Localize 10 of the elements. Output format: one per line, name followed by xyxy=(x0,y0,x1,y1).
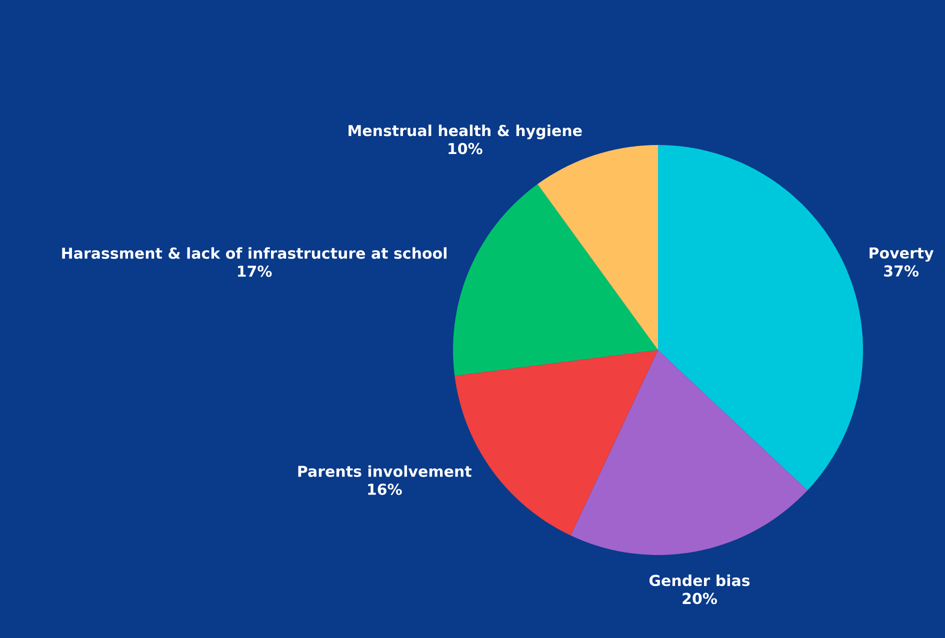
slice-label: Poverty xyxy=(870,248,934,262)
data-label: 37% xyxy=(884,265,919,277)
slice-label: Harassment & lack of infrastructure at school xyxy=(62,247,446,259)
data-label: 16% xyxy=(368,484,402,495)
data-label: 20% xyxy=(682,592,717,604)
slice-label: Gender bias xyxy=(649,574,750,586)
slice-label: Parents involvement xyxy=(298,465,472,477)
data-label: 17% xyxy=(238,266,272,277)
data-label: 10% xyxy=(448,142,482,154)
slice-label: Menstrual health & hygiene xyxy=(348,124,582,140)
